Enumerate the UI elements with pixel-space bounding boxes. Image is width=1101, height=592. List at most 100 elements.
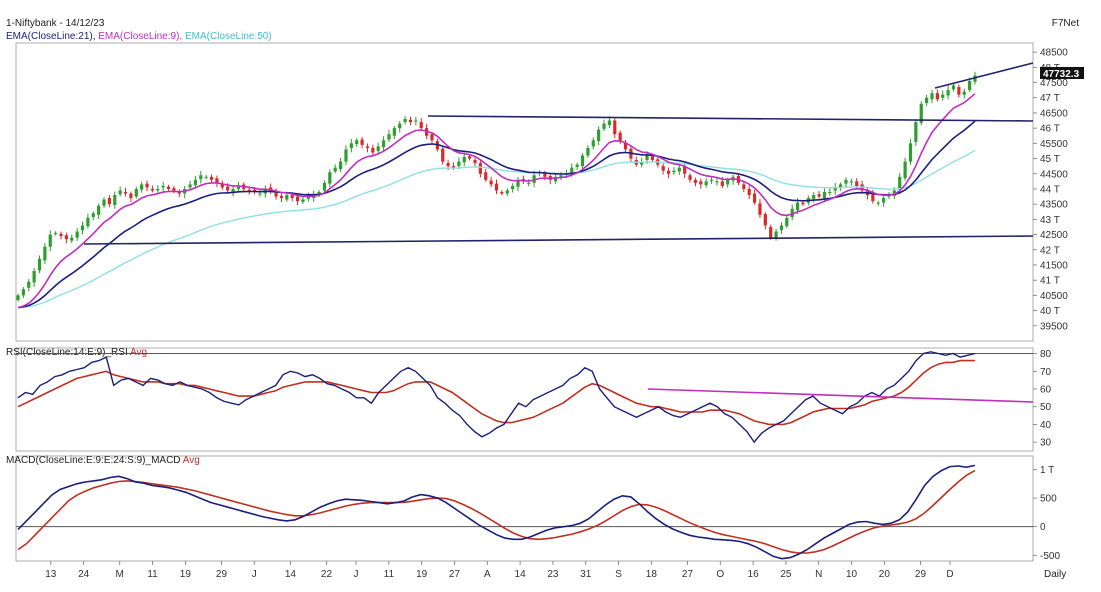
candle-body: [54, 233, 58, 235]
x-tick-label: 27: [682, 569, 694, 580]
y-tick-label: 48500: [1040, 48, 1068, 59]
candle-body: [613, 120, 617, 135]
candle-body: [430, 134, 434, 141]
candle-body: [113, 195, 117, 205]
candle-body: [322, 182, 327, 191]
candle-body: [188, 184, 192, 188]
candle-body: [279, 195, 284, 199]
candle-body: [527, 182, 531, 184]
candle-body: [403, 119, 407, 123]
candle-body: [570, 167, 574, 175]
legend-ema9: EMA(CloseLine:9),: [98, 31, 183, 42]
candle-body: [914, 122, 918, 142]
candle-body: [747, 188, 751, 196]
candle-body: [199, 175, 203, 180]
candle-body: [559, 175, 563, 177]
candle-body: [301, 199, 305, 202]
candle-body: [742, 184, 746, 189]
candle-body: [97, 205, 101, 215]
y-tick-label: -500: [1040, 551, 1060, 562]
rsi-lines: [16, 351, 1033, 444]
candle-body: [489, 180, 493, 185]
macd-line: [17, 464, 976, 560]
candle-body: [607, 120, 612, 126]
x-tick-label: 19: [180, 569, 192, 580]
x-tick-label: 31: [580, 569, 592, 580]
candle-body: [414, 120, 418, 122]
y-tick-label: 42500: [1040, 230, 1068, 241]
chart-title: 1-Niftybank - 14/12/23: [6, 18, 105, 29]
candle-body: [150, 188, 155, 191]
candle-body: [951, 85, 956, 90]
candle-body: [349, 143, 353, 148]
x-tick-label: O: [716, 569, 724, 580]
candle-body: [161, 185, 165, 188]
x-tick-label: 19: [416, 569, 428, 580]
y-tick-label: 40500: [1040, 291, 1068, 302]
candle-body: [328, 172, 332, 184]
y-tick-label: 40 T: [1040, 306, 1060, 317]
candle-body: [758, 203, 762, 215]
candle-body: [80, 225, 85, 231]
y-tick-label: 40: [1040, 420, 1052, 431]
candle-body: [903, 161, 907, 179]
channel-trendline: [934, 62, 1034, 89]
candle-body: [941, 94, 945, 98]
candle-body: [871, 194, 875, 202]
candle-body: [48, 234, 52, 247]
candle-body: [231, 188, 235, 192]
candle-body: [704, 181, 708, 186]
macd-lines: [16, 464, 1033, 560]
candle-body: [817, 194, 821, 197]
x-tick-label: 20: [879, 569, 891, 580]
candle-body: [258, 193, 262, 195]
candle-body: [306, 196, 310, 199]
candle-body: [398, 123, 402, 129]
candle-body: [925, 97, 929, 104]
candle-body: [484, 172, 488, 180]
candle-body: [27, 281, 31, 288]
candle-body: [338, 161, 343, 170]
candle-body: [774, 231, 778, 238]
candle-body: [672, 170, 676, 173]
rsi-panel-frame: [15, 347, 1034, 452]
ema21-line: [17, 120, 976, 309]
candle-body: [64, 235, 68, 240]
macd-title: MACD(CloseLine:E:9:E:24:S:9)_MACD Avg: [6, 455, 200, 466]
candle-body: [285, 195, 289, 200]
candle-body: [86, 217, 90, 227]
candle-body: [392, 128, 396, 136]
candle-body: [365, 146, 370, 148]
candle-body: [828, 192, 832, 193]
candle-body: [908, 143, 913, 162]
candle-body: [838, 184, 843, 189]
candle-body: [844, 179, 848, 184]
candle-body: [140, 184, 144, 190]
candle-body: [715, 181, 719, 183]
period-label: Daily: [1044, 569, 1066, 580]
last-price-value: 47732.3: [1043, 69, 1080, 80]
candle-body: [156, 188, 160, 191]
candle-body: [446, 163, 450, 167]
y-tick-label: 46 T: [1040, 124, 1060, 135]
ema-lines: [17, 93, 976, 309]
x-tick-label: J: [252, 569, 257, 580]
candle-body: [360, 139, 364, 145]
candle-body: [317, 192, 321, 196]
candle-body: [451, 166, 456, 168]
macd-y-axis: 1 T 500 0 -500: [1033, 465, 1060, 562]
candle-body: [32, 271, 36, 283]
x-tick-label: A: [484, 569, 491, 580]
candle-body: [21, 289, 25, 296]
candle-body: [812, 195, 816, 199]
y-tick-label: 43500: [1040, 200, 1068, 211]
x-tick-label: D: [946, 569, 953, 580]
candle-body: [376, 146, 380, 151]
y-tick-label: 60: [1040, 384, 1052, 395]
x-tick-label: 29: [216, 569, 228, 580]
x-tick-label: 14: [285, 569, 297, 580]
candlestick-series: [16, 71, 977, 302]
candle-body: [720, 181, 724, 186]
